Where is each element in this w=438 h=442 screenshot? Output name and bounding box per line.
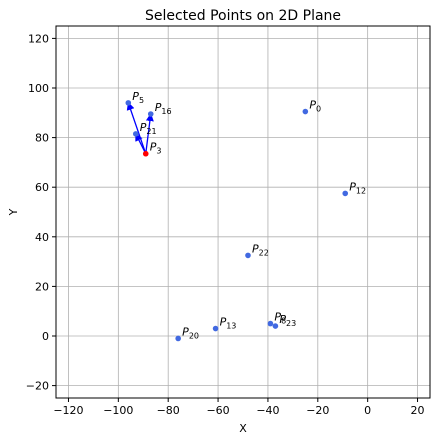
point-label-P12: P12 (349, 180, 366, 195)
y-tick-label: 40 (35, 231, 49, 244)
x-axis-label: X (239, 422, 247, 435)
y-tick-label: −20 (26, 380, 49, 393)
point-label-P3: P3 (150, 141, 162, 156)
point-P23 (272, 323, 279, 329)
x-tick-label: −120 (53, 404, 83, 417)
point-P20 (175, 335, 181, 342)
plot-frame (55, 25, 431, 399)
x-tick-label: −20 (306, 404, 329, 417)
y-tick-label: 100 (28, 82, 49, 95)
point-label-P0: P0 (309, 99, 321, 114)
arrow-P3-P5 (126, 101, 147, 154)
point-P13 (212, 325, 219, 332)
point-P3 (142, 150, 149, 157)
y-tick-label: 60 (35, 181, 49, 194)
y-tick-label: 80 (35, 132, 49, 145)
x-tick-label: −100 (103, 404, 133, 417)
x-tick-label: 0 (364, 404, 371, 417)
y-tick-label: 20 (35, 280, 49, 293)
point-label-P23: P23 (279, 313, 296, 328)
point-P12 (342, 190, 349, 197)
x-tick-label: 20 (411, 404, 425, 417)
point-P0 (302, 108, 309, 115)
y-tick-label: 0 (42, 330, 49, 343)
point-label-P20: P20 (182, 325, 199, 340)
chart-title: Selected Points on 2D Plane (145, 8, 341, 24)
point-label-P16: P16 (155, 101, 172, 116)
point-P21 (132, 131, 139, 137)
point-P5 (125, 100, 132, 106)
arrows (126, 101, 154, 155)
point-P8 (267, 320, 274, 327)
point-P22 (245, 252, 251, 259)
point-P16 (147, 111, 154, 117)
point-label-P8: P8 (274, 311, 286, 326)
x-tick-label: −60 (206, 404, 229, 417)
arrow-P3-P16 (145, 113, 154, 154)
point-label-P5: P5 (132, 90, 144, 105)
point-labels: P0 P3 P5 P8 P12 P13 P16 P20 P21 P22 P23 (132, 90, 366, 341)
point-label-P13: P13 (220, 316, 237, 331)
ticks: −120 −100 −80 −60 −40 −20 0 20 −20 0 20 40 60 80 100 12… (26, 32, 425, 417)
x-tick-label: −80 (157, 404, 180, 417)
y-axis-label: Y (7, 208, 20, 216)
point-label-P21: P21 (140, 121, 157, 136)
grid (56, 26, 430, 398)
points (125, 100, 349, 342)
point-label-P22: P22 (252, 242, 269, 257)
arrow-P3-P21 (135, 132, 147, 155)
y-tick-label: 120 (28, 32, 49, 45)
x-tick-label: −40 (256, 404, 279, 417)
